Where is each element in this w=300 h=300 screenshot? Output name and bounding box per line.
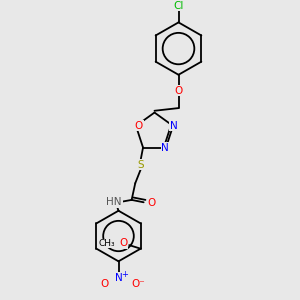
Text: O: O (147, 198, 156, 208)
Text: +: + (122, 270, 128, 279)
Text: O: O (100, 279, 109, 289)
Text: O: O (174, 86, 183, 96)
Text: HN: HN (106, 197, 122, 207)
Text: Cl: Cl (173, 1, 184, 11)
Text: N: N (115, 273, 122, 283)
Text: N: N (170, 121, 178, 131)
Text: O: O (135, 121, 143, 131)
Text: O: O (120, 238, 128, 248)
Text: O⁻: O⁻ (131, 279, 145, 289)
Text: S: S (137, 160, 144, 170)
Text: CH₃: CH₃ (99, 239, 116, 248)
Text: N: N (161, 142, 169, 152)
